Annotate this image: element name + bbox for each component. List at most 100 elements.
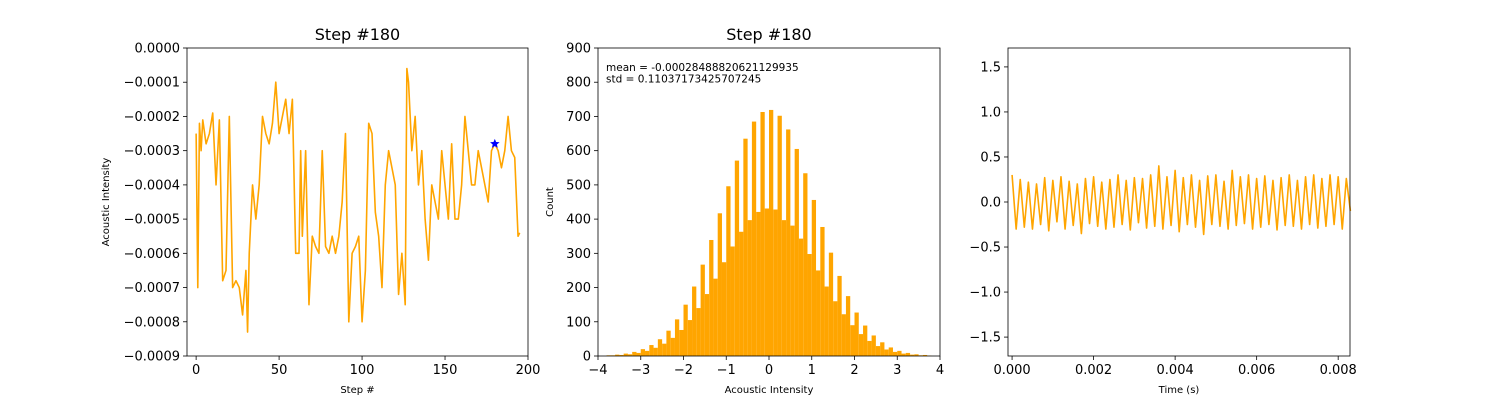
hist-bar bbox=[687, 320, 693, 356]
hist-bar bbox=[730, 246, 735, 356]
y-tick-label: 1.0 bbox=[980, 105, 1001, 120]
y-tick-label: 600 bbox=[566, 144, 591, 159]
hist-bar bbox=[696, 308, 701, 356]
hist-bar bbox=[798, 238, 804, 356]
hist-bar bbox=[871, 335, 876, 356]
hist-bar bbox=[901, 353, 906, 356]
x-tick-label: 0.002 bbox=[1075, 363, 1112, 378]
hist-bar bbox=[670, 337, 675, 356]
star-marker bbox=[490, 138, 500, 148]
hist-bar bbox=[623, 353, 628, 356]
hist-bar bbox=[858, 334, 864, 356]
hist-bar bbox=[850, 325, 855, 356]
hist-bar bbox=[816, 270, 821, 356]
y-tick-label: 800 bbox=[566, 76, 591, 91]
y-tick-label: −0.0001 bbox=[124, 76, 180, 91]
x-tick-label: 0 bbox=[765, 363, 773, 378]
hist-bar bbox=[910, 354, 915, 356]
y-tick-label: −0.0003 bbox=[124, 144, 180, 159]
hist-bar bbox=[863, 325, 868, 356]
hist-bar bbox=[841, 314, 846, 356]
hist-bar bbox=[709, 239, 714, 356]
x-tick-label: 0.008 bbox=[1320, 363, 1357, 378]
hist-bar bbox=[692, 286, 697, 356]
y-tick-label: −0.0004 bbox=[124, 178, 180, 193]
x-tick-label: 0.006 bbox=[1238, 363, 1275, 378]
y-tick-label: 400 bbox=[566, 213, 591, 228]
y-tick-label: −1.0 bbox=[969, 286, 1001, 301]
hist-bar bbox=[837, 275, 842, 356]
hist-bar bbox=[914, 354, 919, 356]
hist-bar bbox=[615, 354, 620, 356]
y-axis-label: Acoustic Intensity bbox=[101, 158, 112, 247]
y-tick-label: −0.0008 bbox=[124, 315, 180, 330]
hist-bar bbox=[811, 199, 817, 356]
y-tick-label: 100 bbox=[566, 315, 591, 330]
hist-bar bbox=[700, 264, 705, 356]
hist-bar bbox=[884, 349, 889, 356]
hist-bar bbox=[824, 286, 829, 356]
hist-bar bbox=[640, 349, 646, 356]
y-tick-label: 0.0 bbox=[980, 196, 1001, 211]
hist-bar bbox=[674, 319, 680, 356]
x-tick-label: 0 bbox=[192, 363, 200, 378]
hist-bar bbox=[666, 330, 671, 356]
hist-bar bbox=[743, 138, 748, 356]
y-tick-label: −0.5 bbox=[969, 241, 1001, 256]
hist-bar bbox=[888, 347, 893, 356]
hist-bar bbox=[726, 186, 731, 356]
hist-bar bbox=[905, 352, 911, 356]
x-axis-label: Step # bbox=[340, 385, 374, 396]
y-axis-label: Count bbox=[545, 187, 556, 217]
hist-bar bbox=[922, 354, 928, 356]
hist-bar bbox=[845, 296, 851, 356]
hist-bar bbox=[828, 252, 834, 356]
hist-bar bbox=[683, 304, 688, 356]
x-tick-label: 50 bbox=[271, 363, 288, 378]
hist-bar bbox=[653, 347, 658, 356]
hist-bar bbox=[854, 312, 859, 356]
hist-bar bbox=[833, 301, 838, 356]
x-tick-label: 4 bbox=[936, 363, 944, 378]
hist-bar bbox=[747, 220, 752, 356]
hist-bar bbox=[657, 339, 663, 356]
hist-bar bbox=[713, 278, 718, 356]
hist-bar bbox=[717, 213, 722, 356]
x-tick-label: 0.000 bbox=[993, 363, 1030, 378]
hist-bar bbox=[704, 294, 710, 356]
y-tick-label: −0.0006 bbox=[124, 247, 180, 262]
y-tick-label: −0.0005 bbox=[124, 213, 180, 228]
hist-bar bbox=[751, 121, 757, 356]
hist-bar bbox=[880, 342, 885, 356]
x-tick-label: 100 bbox=[350, 363, 375, 378]
axes-frame bbox=[186, 47, 529, 357]
annotation: mean = -0.00028488820621129935 bbox=[606, 62, 799, 74]
hist-bar bbox=[769, 109, 774, 356]
hist-bar bbox=[892, 351, 898, 356]
x-axis-label: Acoustic Intensity bbox=[725, 385, 814, 396]
hist-bar bbox=[679, 329, 684, 356]
hist-bar bbox=[739, 231, 744, 356]
y-tick-label: 200 bbox=[566, 281, 591, 296]
hist-bar bbox=[649, 345, 654, 356]
x-axis-label: Time (s) bbox=[1158, 385, 1200, 396]
hist-bar bbox=[645, 350, 650, 356]
y-tick-label: 700 bbox=[566, 110, 591, 125]
hist-bar bbox=[786, 129, 791, 356]
y-tick-label: 0 bbox=[583, 350, 591, 365]
x-tick-label: 2 bbox=[850, 363, 858, 378]
data-line bbox=[1011, 165, 1352, 236]
hist-bar bbox=[662, 343, 667, 356]
hist-bar bbox=[627, 354, 633, 356]
data-line bbox=[195, 67, 521, 333]
x-tick-label: 200 bbox=[516, 363, 541, 378]
y-tick-label: 500 bbox=[566, 178, 591, 193]
chart-title: Step #180 bbox=[315, 25, 400, 44]
hist-bar bbox=[734, 160, 740, 356]
x-tick-label: −1 bbox=[717, 363, 736, 378]
hist-bar bbox=[897, 350, 902, 356]
y-tick-label: 0.5 bbox=[980, 150, 1001, 165]
x-tick-label: 1 bbox=[808, 363, 816, 378]
hist-bar bbox=[760, 111, 765, 357]
